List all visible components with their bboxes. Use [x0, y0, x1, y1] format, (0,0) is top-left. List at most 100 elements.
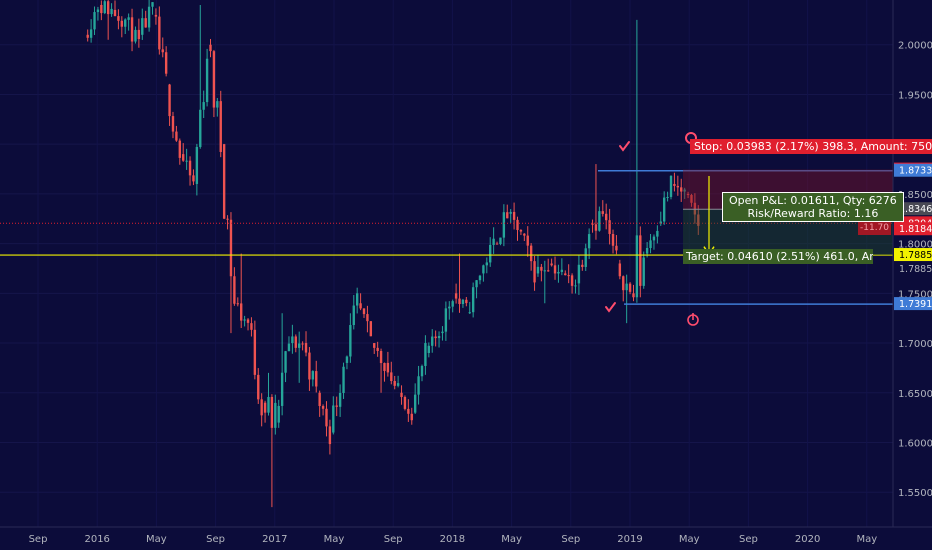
candle-body [182, 154, 185, 161]
candle-body [233, 276, 236, 304]
candle-body [489, 244, 492, 263]
candle-body [686, 193, 690, 196]
candle-body [557, 271, 560, 274]
candle-body [349, 325, 352, 357]
candle-body [168, 84, 171, 117]
time-tick-label: Sep [739, 534, 758, 545]
candle-body [280, 372, 284, 406]
candle-body [475, 280, 478, 288]
candle-body [523, 233, 526, 236]
candle-body [274, 402, 277, 428]
price-axis[interactable]: 2.000001.950001.900001.850001.800001.750… [892, 0, 932, 550]
candle-body [526, 235, 529, 246]
candle-body [396, 383, 400, 386]
candle-body [461, 299, 465, 305]
time-axis[interactable]: Sep 2016 May Sep 2017 May Sep 2018 May Sep 2019 May… [0, 526, 932, 545]
candle-body [202, 102, 205, 110]
price-tag[interactable] [894, 222, 932, 236]
candle-body [437, 336, 441, 339]
candle-body [154, 14, 158, 17]
candle-body [622, 276, 625, 291]
candle-body [178, 140, 181, 158]
candle-body [359, 303, 362, 309]
candle-body [550, 263, 553, 266]
candle-body [540, 266, 543, 271]
time-tick-label: 2017 [262, 534, 287, 545]
stop-label: Stop: 0.03983 (2.17%) 398.3, Amount: 750 [690, 139, 932, 154]
candle-body [666, 196, 669, 198]
price-tick-label: 1.75000 [898, 289, 932, 300]
candle-body [321, 406, 325, 409]
candle-body [478, 275, 482, 281]
candle-body [444, 308, 448, 332]
candle-body [362, 308, 366, 315]
candle-body [680, 187, 683, 192]
candle-body [219, 101, 222, 152]
time-tick-label: Sep [206, 534, 225, 545]
candle-body [86, 34, 89, 38]
price-tag[interactable] [894, 297, 932, 311]
candle-body [465, 299, 468, 304]
candle-body [683, 189, 686, 192]
stop-label-text: Stop: 0.03983 (2.17%) 398.3, Amount: 750 [694, 140, 932, 153]
candle-body [628, 283, 632, 292]
candle-body [188, 160, 192, 176]
long-short-position-tool[interactable] [605, 132, 893, 326]
price-tick-label: 1.65000 [898, 389, 932, 400]
candle-body [284, 351, 287, 373]
candle-body [492, 238, 495, 245]
candle-body [649, 240, 652, 248]
candle-body [594, 224, 598, 231]
time-tick-label: 2018 [440, 534, 465, 545]
candle-body [482, 265, 485, 274]
candle-body [96, 9, 100, 13]
candle-body [656, 230, 659, 237]
candle-body [625, 283, 628, 291]
check-marker-icon [619, 141, 630, 152]
candle-body [697, 214, 700, 226]
candle-body [164, 52, 168, 74]
candle-body [243, 319, 246, 321]
candle-body [383, 363, 386, 371]
candle-body [229, 219, 233, 277]
candle-body [250, 323, 253, 330]
price-tag[interactable] [894, 262, 932, 276]
candle-body [635, 235, 639, 298]
candle-body [318, 392, 321, 407]
candle-body [547, 270, 550, 272]
candle-body [673, 183, 676, 186]
candle-body [263, 402, 267, 413]
candle-body [379, 351, 383, 364]
current-price-offset-label: -11.70 [858, 222, 892, 235]
time-tick-label: 2020 [795, 534, 820, 545]
candle-body [240, 303, 243, 321]
candle-body [615, 245, 618, 251]
candle-body [618, 263, 622, 277]
candle-body [605, 213, 608, 221]
price-tag-text: 1.78850 [899, 264, 932, 275]
time-tick-label: May [679, 534, 700, 545]
candle-body [246, 319, 250, 323]
candle-body [533, 261, 536, 283]
candle-body [291, 336, 294, 344]
candle-body [315, 371, 318, 387]
candle-body [601, 211, 604, 214]
candle-body [137, 29, 141, 40]
candle-body [134, 29, 137, 42]
candle-body [690, 195, 693, 203]
candle-body [693, 202, 697, 215]
candle-body [373, 343, 376, 348]
candle-body [458, 298, 461, 305]
time-tick-label: May [324, 534, 345, 545]
candle-body [591, 223, 594, 225]
candle-body [89, 29, 93, 38]
candle-body [413, 394, 417, 413]
candle-body [403, 397, 407, 409]
price-tag[interactable] [894, 248, 932, 262]
time-tick-label: May [856, 534, 877, 545]
price-tag[interactable] [894, 163, 932, 177]
candle-body [567, 275, 570, 277]
